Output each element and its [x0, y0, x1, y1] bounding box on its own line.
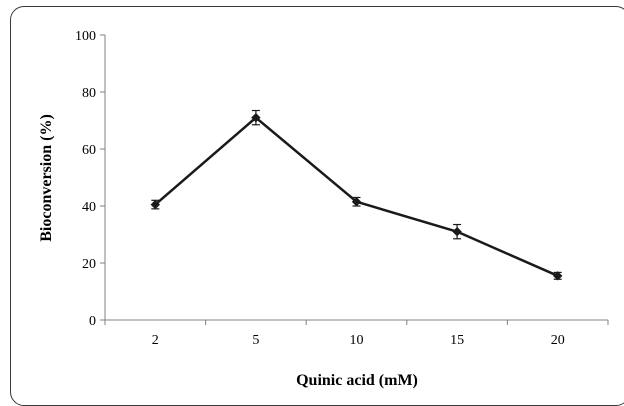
y-tick-label: 60 [82, 143, 96, 158]
y-tick-label: 40 [82, 200, 96, 215]
plot-area [150, 109, 563, 281]
x-tick-label: 2 [152, 333, 159, 348]
data-point [251, 112, 261, 123]
x-tick-label: 10 [350, 333, 364, 348]
x-tick-label: 15 [450, 333, 464, 348]
data-point [351, 197, 362, 207]
x-axis-title: Quinic acid (mM) [296, 372, 418, 389]
y-tick-label: 80 [82, 86, 96, 101]
data-point [452, 226, 462, 237]
y-tick-label: 0 [89, 314, 96, 329]
series-line [154, 116, 559, 277]
data-point [150, 199, 161, 210]
x-tick-label: 20 [551, 333, 565, 348]
y-tick-label: 100 [75, 29, 96, 44]
axes: 0 20 40 60 80 100 2 5 10 15 20 [75, 29, 609, 348]
data-point [552, 271, 563, 281]
y-axis-title: Bioconversion (%) [38, 114, 55, 242]
y-tick-label: 20 [82, 257, 96, 272]
line-chart: 0 20 40 60 80 100 2 5 10 15 20 Quinic acid (mM) Bi… [38, 29, 609, 389]
x-tick-label: 5 [252, 333, 259, 348]
